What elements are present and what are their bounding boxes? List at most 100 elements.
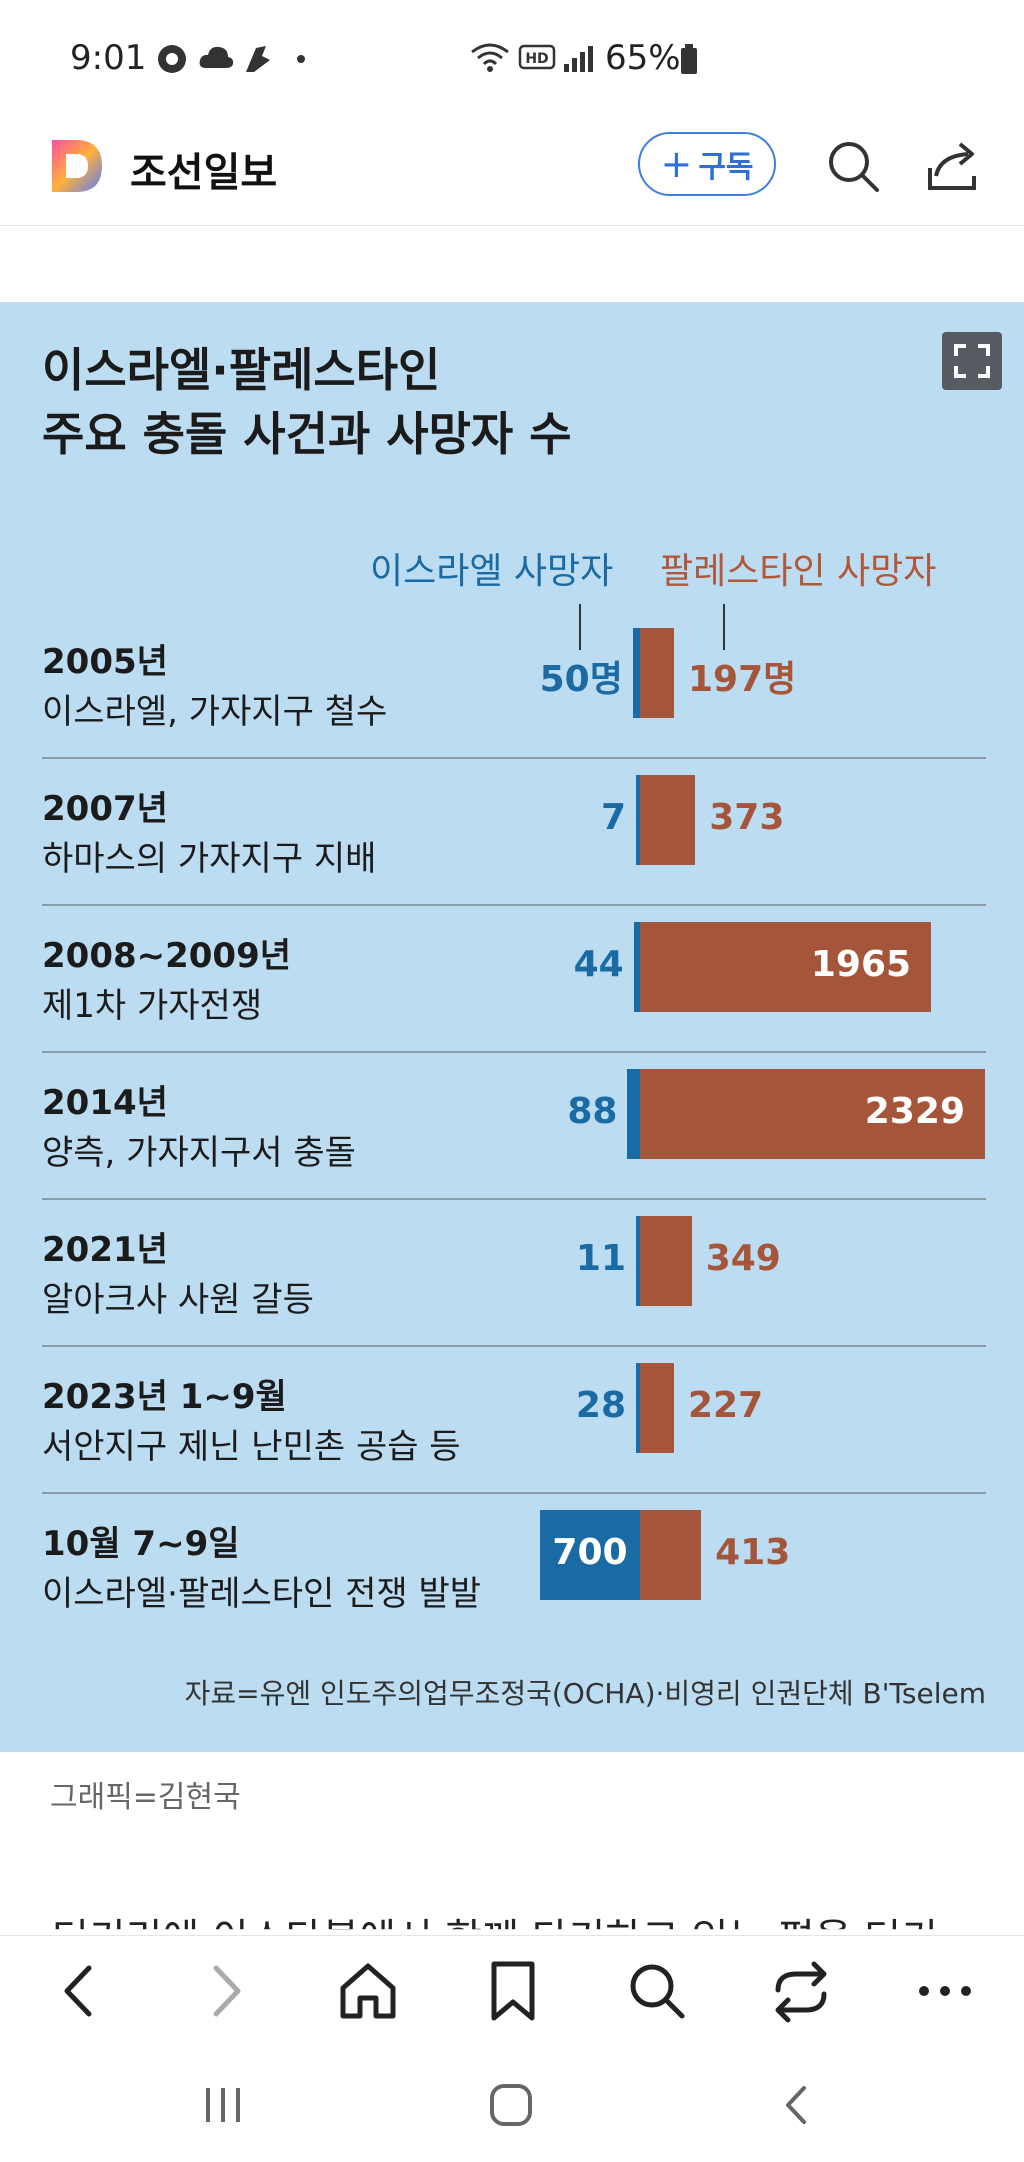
status-time: 9:01 [70,38,147,78]
bar-palestine [640,628,674,718]
row-divider [42,1492,986,1494]
bar-palestine [640,1216,692,1306]
bar-palestine [640,1069,985,1159]
browser-toolbar [0,1935,1024,2046]
tabs-switch-icon[interactable] [766,1956,836,2026]
app-notification-icon [246,46,270,72]
label-palestine: 197명 [688,659,797,700]
bar-israel [632,628,640,718]
row-divider [42,1198,986,1200]
article-body-text: 터키리에 이스타불에서 함께 타기하고 있는 편을 터키 [52,1906,938,1929]
system-home-icon[interactable] [486,2080,536,2130]
bar-israel [636,775,640,865]
row-event: 알아크사 사원 갈등 [42,1280,314,1320]
row-year: 2008~2009년 [42,936,292,976]
label-palestine: 2329 [864,1091,965,1132]
legend-israel: 이스라엘 사망자 [370,551,614,592]
bar-israel [627,1069,640,1159]
svg-text:HD: HD [525,51,548,67]
infographic-title: 이스라엘·팔레스타인 주요 충돌 사건과 사망자 수 [42,338,572,466]
source-credit: 자료=유엔 인도주의업무조정국(OCHA)·비영리 인권단체 B'Tselem [184,1677,986,1710]
bar-palestine [640,775,696,865]
legend-pointer-palestine [723,604,725,650]
infographic: 이스라엘·팔레스타인 주요 충돌 사건과 사망자 수 이스라엘 사망자 팔레스타… [0,302,1024,1752]
label-israel: 7 [600,797,626,838]
share-icon[interactable] [924,138,980,194]
battery-icon [681,44,697,74]
row-year: 2021년 [42,1230,168,1270]
label-israel: 50명 [539,659,623,700]
row-year: 2005년 [42,642,168,682]
label-palestine: 373 [709,797,785,838]
more-notifications-dot-icon [297,55,305,63]
expand-image-button[interactable] [942,332,1002,390]
row-divider [42,1051,986,1053]
row-year: 2007년 [42,789,168,829]
search-icon[interactable] [622,1956,692,2026]
subscribe-label: 구독 [698,150,754,185]
row-event: 하마스의 가자지구 지배 [42,839,377,879]
label-israel: 11 [575,1238,626,1279]
hd-voice-icon: HD [518,44,556,70]
label-palestine: 349 [705,1238,781,1279]
title-line-1: 이스라엘·팔레스타인 [42,343,441,397]
bar-palestine [640,1510,702,1600]
title-line-2: 주요 충돌 사건과 사망자 수 [42,407,572,461]
label-palestine: 413 [715,1532,791,1573]
home-icon[interactable] [333,1956,403,2026]
row-event: 제1차 가자전쟁 [42,986,263,1026]
system-back-icon[interactable] [772,2080,822,2130]
cloud-icon [199,46,234,68]
bar-israel [633,922,640,1012]
back-icon[interactable] [45,1956,115,2026]
status-bar: 9:01 HD 65% [0,0,1024,110]
subscribe-button[interactable]: + 구독 [638,132,776,196]
row-divider [42,757,986,759]
row-event: 이스라엘, 가자지구 철수 [42,692,388,732]
row-event: 서안지구 제닌 난민촌 공습 등 [42,1427,461,1467]
more-options-icon[interactable] [910,1956,980,2026]
row-event: 양측, 가자지구서 충돌 [42,1133,356,1173]
row-divider [42,904,986,906]
row-year: 2023년 1~9월 [42,1377,287,1417]
legend-pointer-israel [579,604,581,650]
daum-logo-icon[interactable] [48,136,106,196]
system-navigation-bar [0,2045,1024,2162]
image-caption: 그래픽=김현국 [50,1780,241,1815]
signal-icon [564,46,593,72]
bar-israel [540,1510,640,1600]
label-palestine: 227 [688,1385,764,1426]
plus-icon: + [660,142,693,186]
row-event: 이스라엘·팔레스타인 전쟁 발발 [42,1574,482,1614]
app-header: 조선일보 + 구독 [0,110,1024,226]
bookmark-icon[interactable] [478,1956,548,2026]
search-icon[interactable] [825,138,881,194]
label-palestine: 1965 [810,944,912,985]
row-year: 10월 7~9일 [42,1524,240,1564]
battery-percent: 65% [605,38,681,78]
wifi-icon [471,43,509,72]
bar-palestine [640,922,932,1012]
bar-israel [636,1363,640,1453]
label-israel: 44 [573,944,624,985]
bar-israel [636,1216,640,1306]
label-israel: 700 [552,1532,628,1573]
label-israel: 28 [575,1385,626,1426]
recent-apps-icon[interactable] [198,2080,248,2130]
legend-palestine: 팔레스타인 사망자 [660,551,937,592]
publisher-name[interactable]: 조선일보 [130,150,278,196]
row-year: 2014년 [42,1083,168,1123]
bar-palestine [640,1363,674,1453]
forward-icon[interactable] [190,1956,260,2026]
chrome-icon [158,45,186,73]
label-israel: 88 [567,1091,618,1132]
row-divider [42,1345,986,1347]
fullscreen-icon [954,344,990,378]
